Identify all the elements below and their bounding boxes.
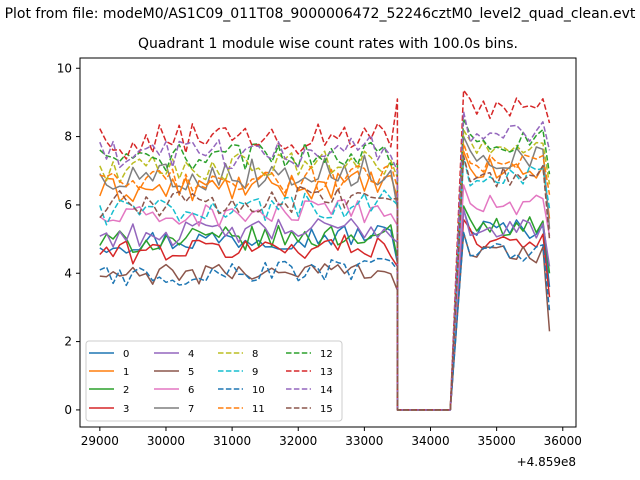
y-axis: 0 2 4 6 8 10 [57, 61, 80, 417]
figure-suptitle: Plot from file: modeM0/AS1C09_011T08_900… [4, 6, 636, 22]
y-tick-label: 6 [64, 198, 72, 212]
series-line-8 [99, 129, 551, 411]
x-tick-label: 29000 [81, 434, 119, 448]
series-line-2 [99, 205, 551, 411]
x-tick-label: 32000 [279, 434, 317, 448]
chart-title: Quadrant 1 module wise count rates with … [138, 36, 518, 52]
series-line-12 [99, 118, 551, 411]
x-axis: 29000 30000 31000 32000 33000 34000 35000 36000 [81, 427, 582, 448]
y-tick-label: 4 [64, 266, 72, 280]
series-line-4 [99, 208, 551, 411]
legend-label-11: 11 [252, 404, 265, 415]
series-line-15 [99, 155, 551, 411]
series-line-11 [99, 142, 551, 411]
legend-label-3: 3 [123, 404, 129, 415]
legend-label-6: 6 [188, 385, 194, 396]
series-line-14 [99, 110, 551, 411]
legend-label-8: 8 [252, 349, 258, 360]
y-tick-label: 8 [64, 130, 72, 144]
y-tick-label: 0 [64, 403, 72, 417]
axes-frame [79, 57, 577, 428]
x-tick-label: 35000 [478, 434, 516, 448]
legend-label-9: 9 [252, 367, 258, 378]
series-line-1 [99, 150, 551, 411]
legend-label-13: 13 [320, 367, 333, 378]
y-tick-label: 10 [57, 61, 72, 75]
x-tick-label: 30000 [147, 434, 185, 448]
x-tick-label: 31000 [213, 434, 251, 448]
series-layer [99, 89, 551, 411]
legend-label-14: 14 [320, 385, 333, 396]
x-tick-label: 34000 [411, 434, 449, 448]
x-tick-label: 33000 [345, 434, 383, 448]
y-tick-label: 2 [64, 335, 72, 349]
series-line-13 [99, 89, 551, 411]
legend-label-2: 2 [123, 385, 129, 396]
series-line-6 [99, 184, 551, 411]
legend-frame [85, 340, 343, 422]
x-tick-label: 36000 [544, 434, 582, 448]
x-offset-label: +4.859e8 [517, 455, 576, 469]
legend-label-5: 5 [188, 367, 194, 378]
series-line-9 [99, 156, 551, 411]
series-line-10 [99, 231, 551, 411]
legend-label-15: 15 [320, 404, 333, 415]
legend-label-1: 1 [123, 367, 129, 378]
series-line-7 [99, 135, 551, 411]
legend-label-7: 7 [188, 404, 194, 415]
legend-label-4: 4 [188, 349, 194, 360]
legend-label-12: 12 [320, 349, 333, 360]
legend-label-0: 0 [123, 349, 129, 360]
legend-label-10: 10 [252, 385, 265, 396]
